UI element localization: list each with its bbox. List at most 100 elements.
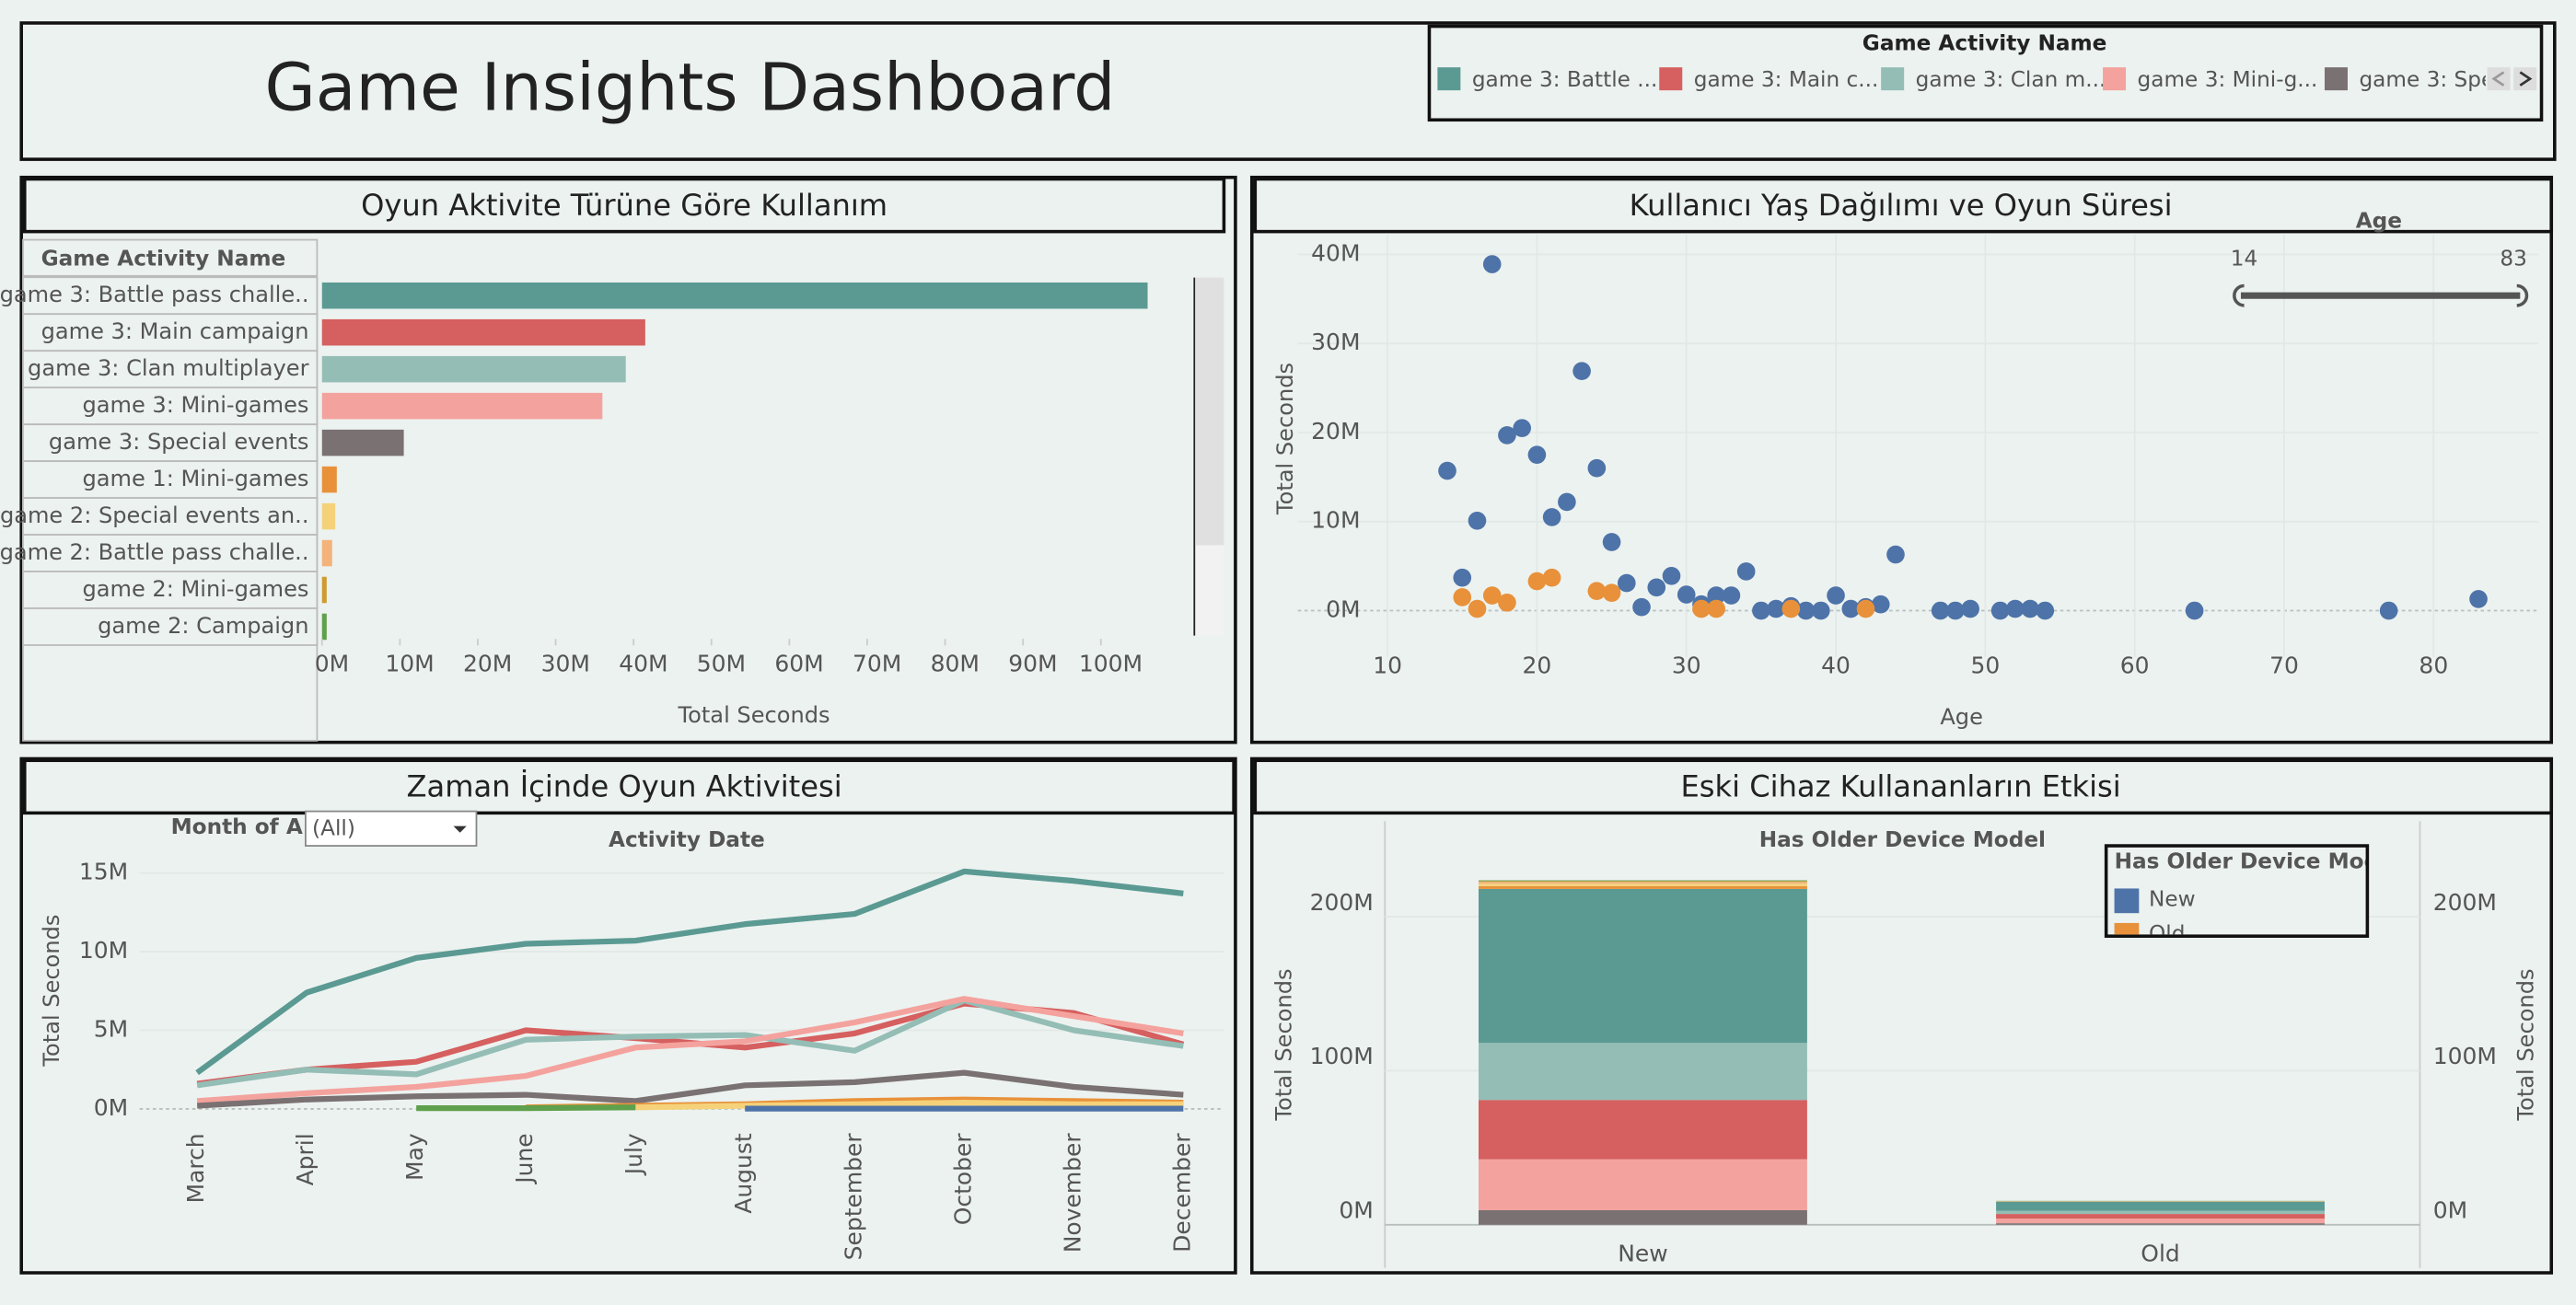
- bar: [321, 502, 336, 530]
- x-tick-label: 60M: [774, 651, 823, 677]
- filter-min: 14: [2231, 246, 2258, 271]
- bar-segment: [1478, 1159, 1807, 1210]
- panel-title-frame: [1253, 177, 2554, 234]
- x-tick-label: 90M: [1008, 651, 1057, 677]
- bar: [321, 466, 337, 493]
- point: [1662, 566, 1681, 585]
- y-tick-label: 40M: [1311, 239, 1360, 266]
- x-axis-title: Age: [1940, 704, 1983, 730]
- bar-segment: [1996, 1223, 2325, 1225]
- row-header-cell: [22, 238, 319, 277]
- x-tick-label: April: [292, 1133, 319, 1185]
- y-tick-label: 0M: [1326, 596, 1360, 623]
- panel-title-frame: [22, 758, 1236, 815]
- point: [1542, 508, 1561, 526]
- point: [1527, 445, 1547, 464]
- x-tick-label: 50: [1970, 652, 2000, 679]
- point: [1886, 545, 1905, 564]
- legend-swatch: [1659, 67, 1683, 91]
- bar-segment: [1478, 885, 1807, 889]
- x-tick-label: 70M: [853, 651, 901, 677]
- row-label: game 3: Battle pass challe..: [0, 282, 308, 307]
- point: [1498, 426, 1516, 445]
- row-header: Game Activity Name: [41, 246, 286, 271]
- bar: [321, 318, 645, 346]
- legend-label: game 3: Mini-g...: [2138, 67, 2318, 92]
- point: [1468, 511, 1487, 530]
- point: [1587, 458, 1607, 478]
- bar-segment: [1478, 881, 1807, 883]
- line: [635, 1099, 1184, 1111]
- legend-label: Old: [2149, 921, 2185, 946]
- legend-prev[interactable]: [2487, 67, 2511, 91]
- scrollbar-track: [1196, 545, 1224, 636]
- point: [1796, 601, 1816, 620]
- row-label: game 2: Special events an..: [0, 502, 308, 528]
- bar-segment: [1996, 1214, 2325, 1219]
- panel-title: Eski Cihaz Kullananların Etkisi: [1681, 769, 2121, 804]
- legend-swatch: [2103, 67, 2127, 91]
- point: [1617, 573, 1636, 593]
- y-tick-label: 100M: [1310, 1043, 1374, 1069]
- line: [196, 996, 1184, 1104]
- dropdown-arrow: [453, 826, 467, 833]
- point: [1841, 599, 1861, 618]
- y-tick-label: 0M: [1339, 1197, 1373, 1224]
- y-axis-title: Total Seconds: [1271, 968, 1296, 1121]
- panel-title-frame: [1253, 758, 2554, 815]
- legend-frame: [2104, 844, 2370, 938]
- bar: [321, 576, 327, 604]
- bar-segment: [1478, 1043, 1807, 1101]
- legend-frame: [1427, 24, 2544, 122]
- point: [1707, 586, 1726, 605]
- point: [1572, 362, 1591, 381]
- bar: [321, 429, 404, 456]
- legend-scroll[interactable]: [2487, 67, 2537, 91]
- x-tick-label: September: [840, 1133, 866, 1261]
- x-tick-label: 10M: [385, 651, 434, 677]
- filter-title: Age: [2356, 208, 2402, 233]
- slider-handle[interactable]: [2516, 283, 2529, 307]
- point: [1812, 601, 1830, 620]
- legend-swatch: [2114, 888, 2140, 914]
- slider-handle[interactable]: [2233, 283, 2245, 307]
- bar-segment: [1996, 1201, 2325, 1211]
- point: [1752, 601, 1770, 620]
- y-tick-label: 200M: [1310, 889, 1374, 916]
- row-cell: [22, 607, 319, 646]
- point: [1602, 583, 1621, 602]
- legend-next-arrow: [2519, 71, 2533, 87]
- point: [1438, 461, 1456, 480]
- x-tick-label: 0M: [315, 651, 349, 677]
- bar-segment: [1478, 888, 1807, 1044]
- filter-max: 83: [2500, 246, 2527, 271]
- x-tick-label: June: [511, 1133, 538, 1184]
- point: [1707, 599, 1726, 618]
- x-tick-label: November: [1059, 1133, 1085, 1253]
- point: [1527, 572, 1547, 591]
- legend-label: game 3: Battle ...: [1472, 67, 1658, 92]
- bar-segment: [1478, 883, 1807, 886]
- panel-title: Oyun Aktivite Türüne Göre Kullanım: [361, 188, 888, 223]
- filter-dropdown[interactable]: [305, 810, 478, 847]
- row-label: game 3: Main campaign: [41, 318, 309, 344]
- point: [2006, 599, 2025, 618]
- legend-next[interactable]: [2513, 67, 2537, 91]
- x-axis-title: Total Seconds: [678, 702, 830, 728]
- legend-items: game 3: Battle ... game 3: Main c... game …: [1437, 67, 2486, 92]
- line: [196, 997, 1184, 1089]
- legend-swatch: [2114, 922, 2140, 935]
- legend-title: Has Older Device Model: [2115, 849, 2401, 873]
- y2-tick-label: 200M: [2433, 889, 2497, 916]
- row-cell: [22, 534, 319, 572]
- x-tick-label: New: [1618, 1240, 1667, 1266]
- bar-segment: [1478, 1100, 1807, 1160]
- x-tick-label: August: [730, 1133, 757, 1214]
- bar-segment: [1996, 1218, 2325, 1224]
- row-label: game 1: Mini-games: [82, 466, 308, 491]
- legend: Has Older Device Model New Old: [2114, 849, 2401, 946]
- x-tick-label: Old: [2141, 1240, 2179, 1266]
- point: [2021, 599, 2039, 618]
- panel-frame: [1249, 175, 2554, 745]
- point: [1856, 599, 1875, 618]
